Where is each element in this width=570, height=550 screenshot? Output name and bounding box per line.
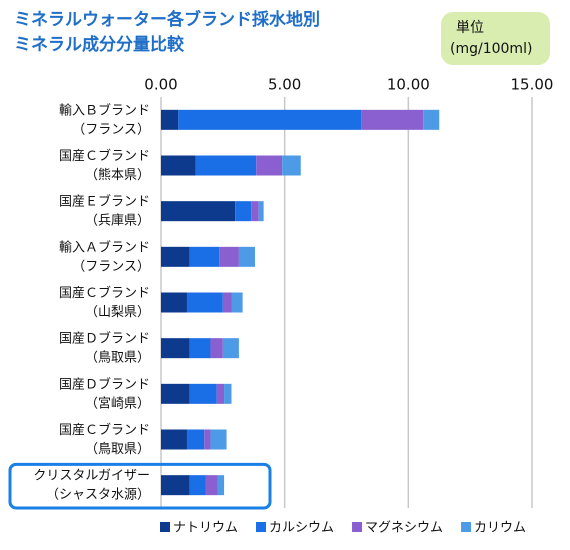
chart-title: ミネラル成分分量比較 [14,34,185,55]
y-tick-label: （シャスタ水源） [46,488,150,503]
legend-label: ナトリウム [173,521,238,536]
unit-label: 単位 [456,20,484,36]
x-tick-label: 0.00 [144,76,177,94]
x-tick-label: 5.00 [268,76,301,94]
bar-segment [205,475,218,496]
bar-segment [238,246,255,267]
bar-segment [222,338,239,359]
bar-segment [161,109,179,130]
bar-segment [195,155,257,176]
bar-segment [251,201,259,222]
y-tick-label: （兵庫県） [85,214,150,229]
y-tick-label: （山梨県） [85,305,150,320]
y-tick-label: （鳥取県） [85,442,150,457]
legend-label: カリウム [474,521,526,536]
y-tick-label: （鳥取県） [85,351,150,366]
y-tick-label: 国産Ｄブランド [59,376,150,392]
bar-segment [217,475,225,496]
bar-segment [231,292,243,313]
unit-label: (mg/100ml) [450,41,532,57]
x-tick-label: 10.00 [387,76,430,94]
bar-segment [361,109,424,130]
bar-segment [189,475,206,496]
legend-swatch [256,522,267,532]
bar-segment [216,383,225,404]
bar-segment [161,429,187,450]
y-tick-label: 輸入Ａブランド [59,239,150,255]
bar-segment [186,292,223,313]
bar-segment [186,429,205,450]
y-tick-label: 国産Ｃブランド [59,148,150,164]
y-tick-label: （宮崎県） [85,395,150,411]
y-tick-label: 国産Ｃブランド [59,285,150,301]
chart-title: ミネラルウォーター各ブランド採水地別 [14,9,320,30]
legend-label: マグネシウム [365,521,443,536]
legend-swatch [352,522,363,532]
bar-segment [161,475,190,496]
x-tick-label: 15.00 [511,76,554,94]
bar-segment [189,383,217,404]
y-tick-label: 国産Ｅブランド [59,194,150,210]
y-tick-label: （熊本県） [85,167,150,183]
unit-box [441,12,550,65]
legend-label: カルシウム [269,521,334,536]
y-tick-label: （フランス） [72,122,150,137]
bar-segment [423,109,440,130]
bar-segment [189,246,220,267]
y-tick-label: クリスタルガイザー [33,469,150,484]
y-tick-label: 国産Ｃブランド [59,422,150,438]
bar-segment [178,109,362,130]
bar-segment [161,155,196,176]
bar-segment [161,338,190,359]
bar-segment [219,246,239,267]
y-tick-label: （フランス） [72,259,150,274]
highlight-box [8,462,272,510]
bar-segment [161,383,190,404]
bar-segment [161,292,187,313]
y-tick-label: 輸入Ｂブランド [59,102,150,118]
y-tick-label: 国産Ｄブランド [59,331,150,347]
bar-segment [161,201,236,222]
bar-segment [224,383,232,404]
bar-segment [210,429,227,450]
bar-segment [210,338,223,359]
bar-segment [258,201,264,222]
legend-swatch [160,522,170,532]
bar-segment [256,155,283,176]
legend-swatch [461,522,472,532]
bar-segment [235,201,252,222]
bar-segment [282,155,301,176]
bar-segment [161,246,190,267]
bar-segment [189,338,211,359]
bar-segment [204,429,211,450]
bar-segment [222,292,232,313]
